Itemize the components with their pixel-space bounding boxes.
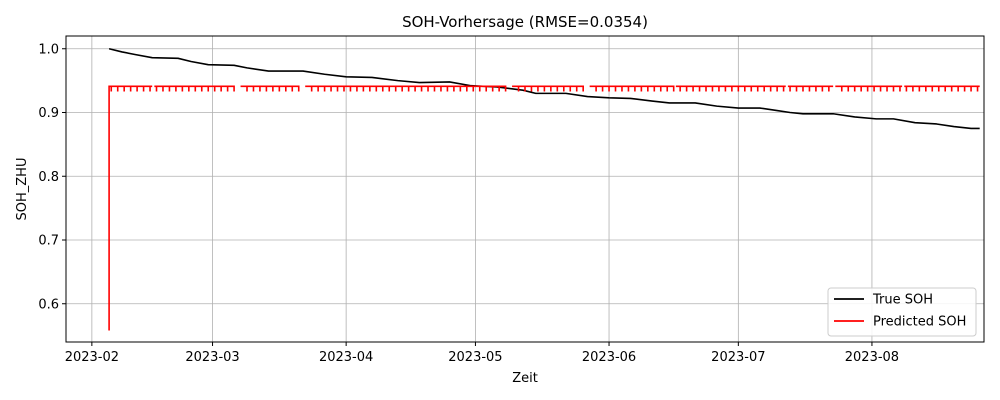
x-tick-label: 2023-02 xyxy=(65,350,119,365)
legend-box xyxy=(827,287,977,337)
legend: True SOH Predicted SOH xyxy=(827,287,977,337)
legend-label-true-soh: True SOH xyxy=(872,293,933,308)
plot-frame xyxy=(65,35,985,343)
series-layer xyxy=(108,47,980,331)
y-tick-label: 0.8 xyxy=(38,170,59,185)
x-tick-label: 2023-04 xyxy=(319,350,373,365)
chart-title: SOH-Vorhersage (RMSE=0.0354) xyxy=(402,13,648,31)
x-axis-label: Zeit xyxy=(512,371,538,386)
y-tick-label: 1.0 xyxy=(38,42,59,57)
x-tick-label: 2023-06 xyxy=(582,350,636,365)
y-axis-label: SOH_ZHU xyxy=(15,158,30,221)
x-tick-label: 2023-05 xyxy=(448,350,502,365)
x-tick-label: 2023-08 xyxy=(845,350,899,365)
series-line-true-soh xyxy=(108,47,980,130)
y-tick-label: 0.7 xyxy=(38,234,59,249)
legend-label-predicted-soh: Predicted SOH xyxy=(873,315,966,330)
y-tick-label: 0.9 xyxy=(38,106,59,121)
x-tick-label: 2023-03 xyxy=(185,350,239,365)
x-axis: 2023-02 2023-03 2023-04 2023-05 2023-06 2023-… xyxy=(65,342,899,365)
y-tick-label: 0.6 xyxy=(38,297,59,312)
x-tick-label: 2023-07 xyxy=(711,350,765,365)
series-line-predicted-soh xyxy=(108,85,980,331)
y-axis: 0.6 0.7 0.8 0.9 1.0 xyxy=(38,42,66,312)
